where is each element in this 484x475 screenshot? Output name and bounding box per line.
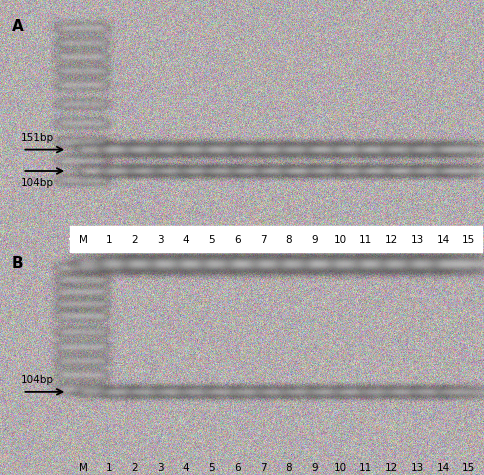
Text: 104bp: 104bp bbox=[20, 178, 53, 188]
Text: 10: 10 bbox=[333, 463, 347, 473]
Text: 11: 11 bbox=[359, 235, 373, 245]
Text: 5: 5 bbox=[208, 235, 215, 245]
Text: 7: 7 bbox=[260, 463, 266, 473]
Text: M: M bbox=[78, 235, 88, 245]
Text: 10: 10 bbox=[333, 235, 347, 245]
Text: 3: 3 bbox=[157, 235, 164, 245]
Text: 9: 9 bbox=[311, 463, 318, 473]
Text: 3: 3 bbox=[157, 463, 164, 473]
Text: 4: 4 bbox=[182, 235, 189, 245]
Text: 14: 14 bbox=[437, 235, 450, 245]
Text: 9: 9 bbox=[311, 235, 318, 245]
Text: 13: 13 bbox=[410, 235, 424, 245]
Text: 6: 6 bbox=[234, 463, 241, 473]
Text: 1: 1 bbox=[106, 235, 112, 245]
Text: 2: 2 bbox=[131, 463, 138, 473]
Text: 15: 15 bbox=[462, 463, 475, 473]
Text: 8: 8 bbox=[286, 463, 292, 473]
Text: 8: 8 bbox=[286, 235, 292, 245]
Text: 15: 15 bbox=[462, 235, 475, 245]
Text: 12: 12 bbox=[385, 235, 398, 245]
Text: 2: 2 bbox=[131, 235, 138, 245]
Text: 7: 7 bbox=[260, 235, 266, 245]
Text: 4: 4 bbox=[182, 463, 189, 473]
Text: 12: 12 bbox=[385, 463, 398, 473]
Text: B: B bbox=[12, 256, 24, 272]
Text: 13: 13 bbox=[410, 463, 424, 473]
Text: A: A bbox=[12, 19, 24, 34]
Text: 11: 11 bbox=[359, 463, 373, 473]
Text: 151bp: 151bp bbox=[20, 133, 54, 142]
Text: 5: 5 bbox=[208, 463, 215, 473]
Text: 1: 1 bbox=[106, 463, 112, 473]
Text: 14: 14 bbox=[437, 463, 450, 473]
Text: 104bp: 104bp bbox=[20, 375, 53, 385]
Text: M: M bbox=[78, 463, 88, 473]
Text: 6: 6 bbox=[234, 235, 241, 245]
